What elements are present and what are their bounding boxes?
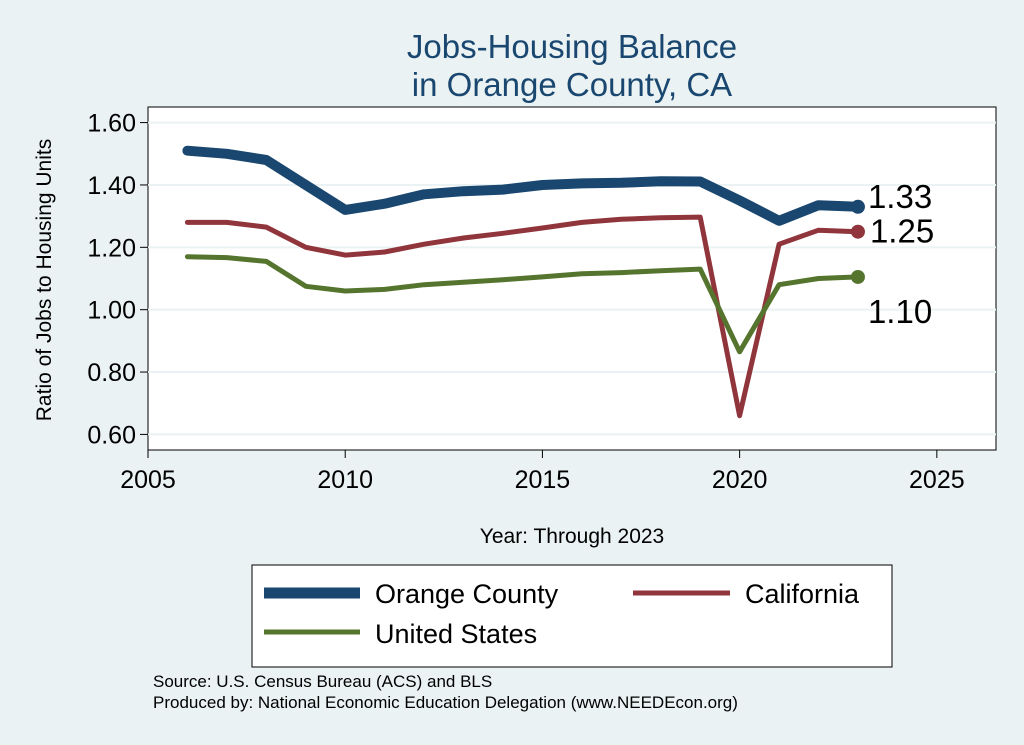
end-point-united-states [850, 269, 865, 284]
series-line-orange-county [182, 145, 863, 226]
plot-area [147, 106, 997, 451]
end-labels: 1.331.25 1.10 [868, 178, 934, 330]
legend-label-california: California [745, 579, 860, 609]
y-tick-label: 1.20 [87, 234, 136, 262]
series-line-united-states [184, 254, 861, 355]
legend-label-orange-county: Orange County [375, 579, 559, 609]
series-line-california [184, 214, 861, 419]
y-tick-label: 0.60 [87, 421, 136, 449]
x-tick-label: 2020 [712, 466, 768, 494]
chart-title-line-2: in Orange County, CA [412, 66, 732, 103]
x-tick-label: 2005 [120, 466, 176, 494]
end-label-united-states: 1.10 [868, 293, 932, 330]
y-tick-label: 1.00 [87, 297, 136, 325]
legend-box [251, 564, 893, 668]
x-tick-label: 2025 [909, 466, 965, 494]
end-label-orange-county: 1.33 [868, 178, 932, 215]
end-label-california: 1.25 [870, 213, 934, 250]
y-tick-label: 1.60 [87, 110, 136, 138]
y-axis-label: Ratio of Jobs to Housing Units [33, 139, 56, 421]
source-note: Source: U.S. Census Bureau (ACS) and BLS [153, 672, 492, 691]
y-tick-label: 1.40 [87, 172, 136, 200]
producer-note: Produced by: National Economic Education… [153, 693, 738, 712]
x-tick-label: 2015 [515, 466, 571, 494]
end-point-california [850, 224, 865, 239]
end-point-orange-county [850, 199, 865, 214]
legend-label-united-states: United States [375, 619, 537, 649]
y-tick-label: 0.80 [87, 359, 136, 387]
series-layer [182, 145, 865, 419]
x-axis-label: Year: Through 2023 [480, 525, 665, 548]
chart-title-line-1: Jobs-Housing Balance [407, 28, 737, 65]
x-tick-label: 2010 [317, 466, 373, 494]
axes: 0.60 0.80 1.00 1.20 1.40 1.60 2005 2010 2015 2020… [87, 110, 964, 494]
